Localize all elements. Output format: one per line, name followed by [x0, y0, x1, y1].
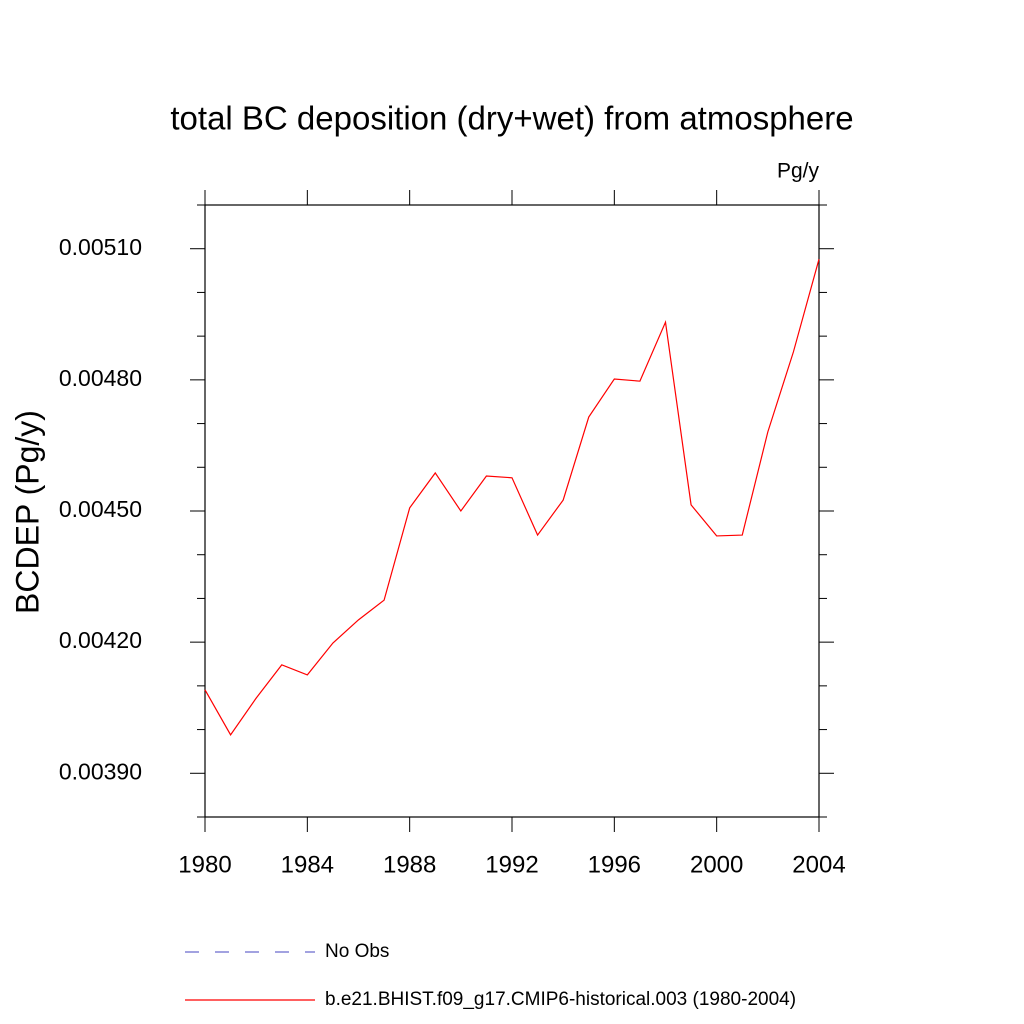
x-tick-label: 1996 — [588, 851, 641, 878]
y-tick-label: 0.00390 — [59, 758, 142, 784]
y-tick-label: 0.00480 — [59, 365, 142, 391]
legend-label: b.e21.BHIST.f09_g17.CMIP6-historical.003… — [325, 989, 796, 1010]
y-tick-label: 0.00450 — [59, 496, 142, 522]
x-tick-label: 1988 — [383, 851, 436, 878]
x-tick-label: 1984 — [281, 851, 334, 878]
x-tick-label: 2004 — [792, 851, 845, 878]
x-tick-label: 1992 — [485, 851, 538, 878]
x-tick-label: 2000 — [690, 851, 743, 878]
x-tick-label: 1980 — [178, 851, 231, 878]
y-axis-title: BCDEP (Pg/y) — [9, 410, 45, 614]
data-line — [204, 259, 820, 736]
plot-frame — [204, 204, 820, 818]
chart-title: total BC deposition (dry+wet) from atmos… — [170, 100, 853, 137]
y-tick-label: 0.00420 — [59, 627, 142, 653]
units-label: Pg/y — [777, 160, 820, 183]
legend-label: No Obs — [325, 941, 389, 962]
y-tick-label: 0.00510 — [59, 234, 142, 260]
